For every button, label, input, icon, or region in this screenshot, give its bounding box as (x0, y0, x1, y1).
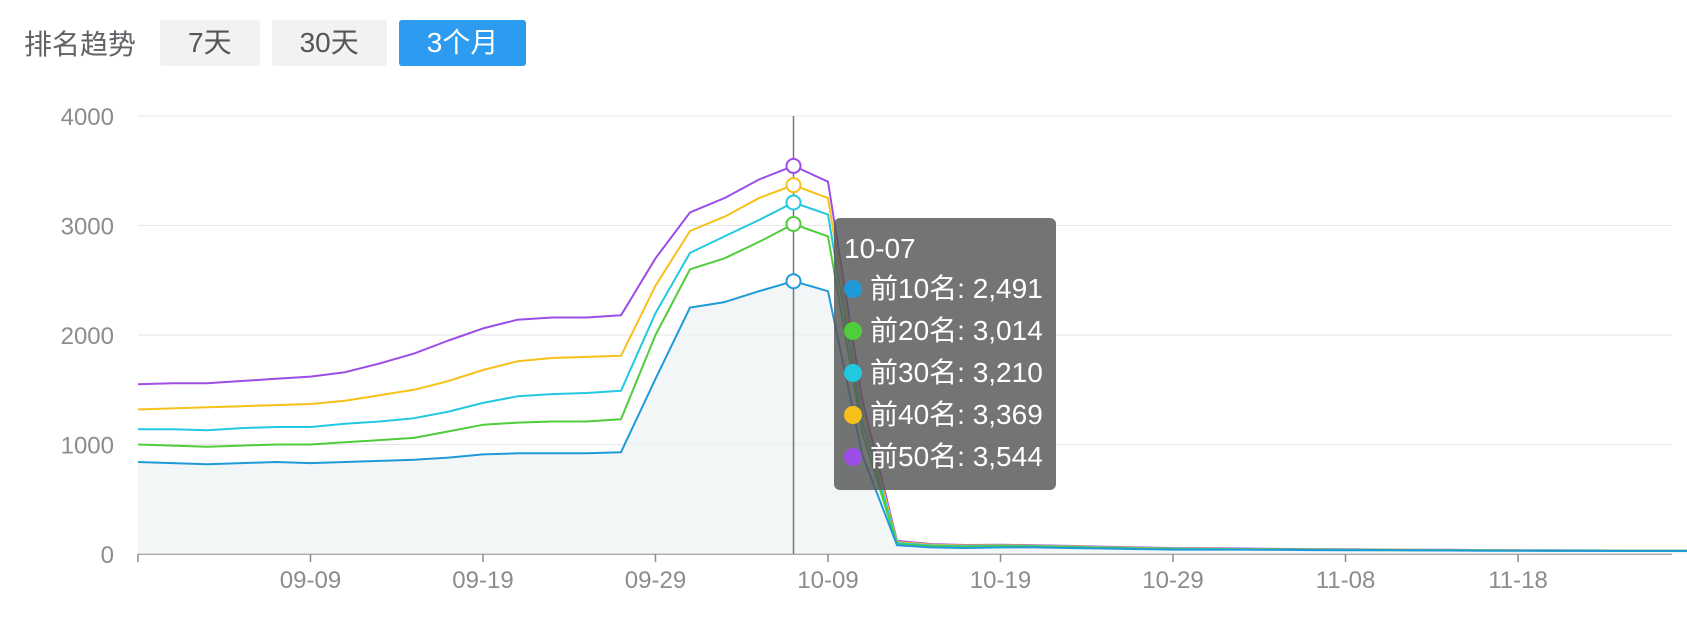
y-tick-label: 0 (101, 542, 114, 569)
chart-header: 排名趋势 7天 30天 3个月 (24, 20, 538, 66)
series-dot-icon (844, 364, 862, 382)
x-tick-label: 11-08 (1316, 567, 1376, 594)
y-tick-label: 4000 (61, 104, 114, 131)
series-line (137, 280, 1687, 552)
tooltip-row-top30: 前30名: 3,210 (844, 352, 1056, 394)
chart-title: 排名趋势 (24, 29, 137, 60)
tooltip-row-top50: 前50名: 3,544 (844, 436, 1056, 478)
highlight-point (785, 194, 802, 211)
x-tick-label: 10-29 (1142, 567, 1203, 594)
x-tick-label: 10-19 (970, 567, 1031, 594)
y-tick-label: 3000 (61, 214, 114, 241)
tooltip-row-label: 前50名: 3,544 (870, 441, 1043, 472)
chart-tooltip: 10-07 前10名: 2,491 前20名: 3,014 前30名: 3,21… (834, 218, 1056, 490)
highlight-point (785, 157, 802, 174)
y-tick-label: 2000 (61, 323, 114, 350)
highlight-point (785, 215, 802, 232)
highlight-point (785, 273, 802, 290)
series-dot-icon (844, 280, 862, 298)
x-tick-label: 11-18 (1488, 567, 1548, 594)
highlight-point (785, 177, 802, 194)
range-30d-button[interactable]: 30天 (271, 20, 387, 66)
series-dot-icon (844, 322, 862, 340)
y-tick-label: 1000 (61, 433, 114, 460)
tooltip-row-top40: 前40名: 3,369 (844, 394, 1056, 436)
tooltip-row-top20: 前20名: 3,014 (844, 310, 1056, 352)
tooltip-row-label: 前30名: 3,210 (870, 357, 1043, 388)
tooltip-row-label: 前20名: 3,014 (870, 315, 1043, 346)
series-dot-icon (844, 448, 862, 466)
series-area-fill (138, 281, 1687, 554)
tooltip-date: 10-07 (844, 233, 916, 264)
x-tick-label: 09-19 (452, 567, 513, 594)
tooltip-row-label: 前40名: 3,369 (870, 399, 1043, 430)
range-3m-button[interactable]: 3个月 (398, 20, 527, 66)
x-tick-label: 09-09 (280, 567, 341, 594)
series-dot-icon (844, 406, 862, 424)
x-tick-label: 10-09 (797, 567, 858, 594)
tooltip-row-top10: 前10名: 2,491 (844, 268, 1056, 310)
range-7d-button[interactable]: 7天 (160, 20, 260, 66)
x-tick-label: 09-29 (625, 567, 686, 594)
tooltip-row-label: 前10名: 2,491 (870, 273, 1043, 304)
